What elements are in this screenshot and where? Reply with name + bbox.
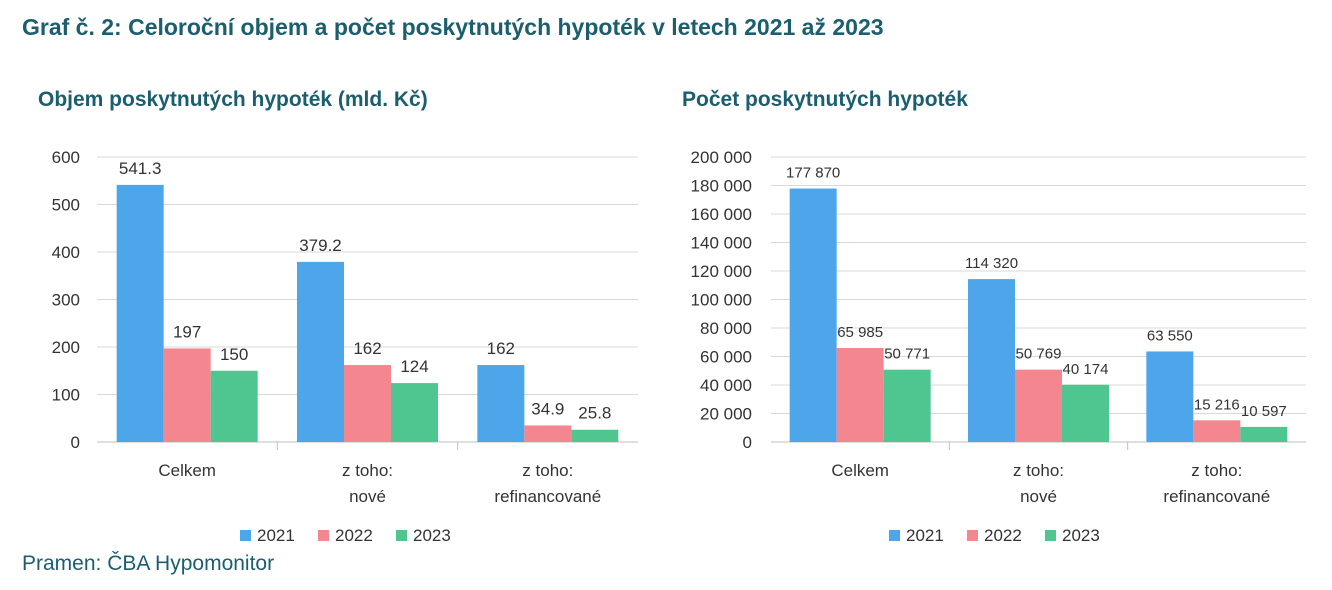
bar-2022: [836, 347, 884, 442]
data-label: 162: [353, 339, 381, 358]
legend: 2021 2022 2023: [889, 526, 1100, 545]
bar-2021: [477, 365, 525, 442]
y-tick-label: 80 000: [700, 319, 752, 338]
y-tick-label: 60 000: [700, 348, 752, 367]
category-label: z toho: nové: [342, 461, 393, 506]
y-tick-label: 100 000: [691, 291, 752, 310]
y-tick-label: 200: [52, 338, 80, 357]
data-label: 63 550: [1147, 327, 1193, 344]
legend-swatch-2021: [240, 530, 251, 541]
bar-2021: [1146, 351, 1194, 442]
bar-2022: [1193, 420, 1241, 442]
y-tick-label: 0: [71, 433, 80, 452]
data-label: 10 597: [1241, 403, 1287, 420]
data-label: 197: [173, 322, 201, 341]
data-label: 177 870: [786, 165, 840, 182]
legend-swatch-2023: [396, 530, 407, 541]
legend-label: 2021: [906, 526, 944, 545]
bar-2023: [1062, 384, 1109, 442]
data-label: 34.9: [531, 399, 564, 418]
bar-2022: [344, 365, 391, 442]
legend: 2021 2022 2023: [240, 526, 451, 545]
data-label: 150: [220, 345, 248, 364]
bar-2022: [1015, 369, 1062, 442]
data-label: 25.8: [578, 404, 611, 423]
chart-volume: 0 100 200 300 400 500 600 Celkem 541.3 197 150 z to…: [52, 148, 638, 545]
y-tick-label: 400: [52, 243, 80, 262]
y-tick-label: 300: [52, 291, 80, 310]
data-label: 65 985: [837, 324, 883, 341]
bar-2021: [116, 184, 164, 442]
legend-swatch-2022: [967, 530, 978, 541]
figure-title: Graf č. 2: Celoroční objem a počet posky…: [22, 14, 884, 40]
chart-title-count: Počet poskytnutých hypoték: [682, 88, 968, 111]
data-label: 40 174: [1063, 361, 1109, 378]
legend-label: 2022: [984, 526, 1022, 545]
legend-label: 2023: [1062, 526, 1100, 545]
bar-2023: [1240, 426, 1288, 442]
data-label: 124: [400, 357, 428, 376]
bar-2023: [883, 369, 931, 442]
legend-swatch-2023: [1045, 530, 1056, 541]
legend-swatch-2021: [889, 530, 900, 541]
data-label: 50 769: [1016, 346, 1062, 363]
legend-label: 2022: [335, 526, 373, 545]
chart-count: 0 20 000 40 000 60 000 80 000 100 000 120 000 1…: [691, 148, 1306, 545]
data-label: 379.2: [299, 236, 342, 255]
data-label: 50 771: [884, 346, 930, 363]
y-tick-label: 160 000: [691, 205, 752, 224]
source-note: Pramen: ČBA Hypomonitor: [22, 552, 275, 575]
bar-2021: [968, 279, 1015, 442]
y-tick-label: 200 000: [691, 148, 752, 167]
category-label: z toho: nové: [1013, 461, 1064, 506]
y-tick-label: 40 000: [700, 376, 752, 395]
data-label: 541.3: [119, 159, 162, 178]
y-tick-label: 600: [52, 148, 80, 167]
bar-2022: [524, 425, 572, 442]
category-label: Celkem: [831, 461, 889, 480]
data-label: 162: [487, 339, 515, 358]
legend-label: 2023: [413, 526, 451, 545]
y-tick-label: 120 000: [691, 262, 752, 281]
legend-label: 2021: [257, 526, 295, 545]
bar-2023: [391, 383, 438, 442]
category-label: z toho: refinancované: [494, 461, 601, 506]
bar-2023: [210, 370, 258, 442]
y-tick-label: 100: [52, 386, 80, 405]
bar-2022: [163, 348, 211, 442]
legend-swatch-2022: [318, 530, 329, 541]
bar-2023: [571, 429, 619, 442]
y-tick-label: 180 000: [691, 177, 752, 196]
category-label: Celkem: [158, 461, 216, 480]
bar-2021: [297, 261, 344, 442]
chart-title-volume: Objem poskytnutých hypoték (mld. Kč): [38, 88, 428, 111]
category-label: z toho: refinancované: [1163, 461, 1270, 506]
bar-2021: [789, 188, 837, 442]
data-label: 15 216: [1194, 396, 1240, 413]
y-tick-label: 140 000: [691, 234, 752, 253]
y-tick-label: 0: [743, 433, 752, 452]
y-tick-label: 500: [52, 196, 80, 215]
y-tick-label: 20 000: [700, 405, 752, 424]
data-label: 114 320: [965, 255, 1018, 272]
